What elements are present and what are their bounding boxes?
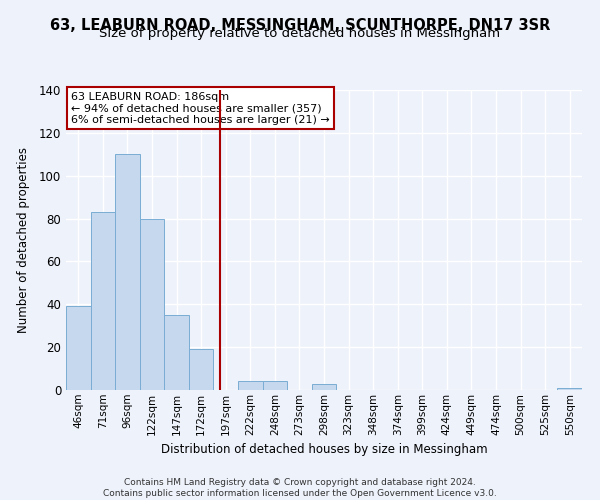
Bar bbox=[115, 154, 140, 390]
Bar bbox=[91, 212, 115, 390]
Text: 63 LEABURN ROAD: 186sqm
← 94% of detached houses are smaller (357)
6% of semi-de: 63 LEABURN ROAD: 186sqm ← 94% of detache… bbox=[71, 92, 330, 124]
Text: Size of property relative to detached houses in Messingham: Size of property relative to detached ho… bbox=[100, 28, 500, 40]
Bar bbox=[164, 315, 189, 390]
Text: 63, LEABURN ROAD, MESSINGHAM, SCUNTHORPE, DN17 3SR: 63, LEABURN ROAD, MESSINGHAM, SCUNTHORPE… bbox=[50, 18, 550, 32]
Bar bbox=[238, 382, 263, 390]
Text: Contains HM Land Registry data © Crown copyright and database right 2024.
Contai: Contains HM Land Registry data © Crown c… bbox=[103, 478, 497, 498]
Y-axis label: Number of detached properties: Number of detached properties bbox=[17, 147, 31, 333]
X-axis label: Distribution of detached houses by size in Messingham: Distribution of detached houses by size … bbox=[161, 443, 487, 456]
Bar bbox=[66, 306, 91, 390]
Bar bbox=[140, 218, 164, 390]
Bar bbox=[189, 350, 214, 390]
Bar bbox=[263, 382, 287, 390]
Bar bbox=[557, 388, 582, 390]
Bar bbox=[312, 384, 336, 390]
